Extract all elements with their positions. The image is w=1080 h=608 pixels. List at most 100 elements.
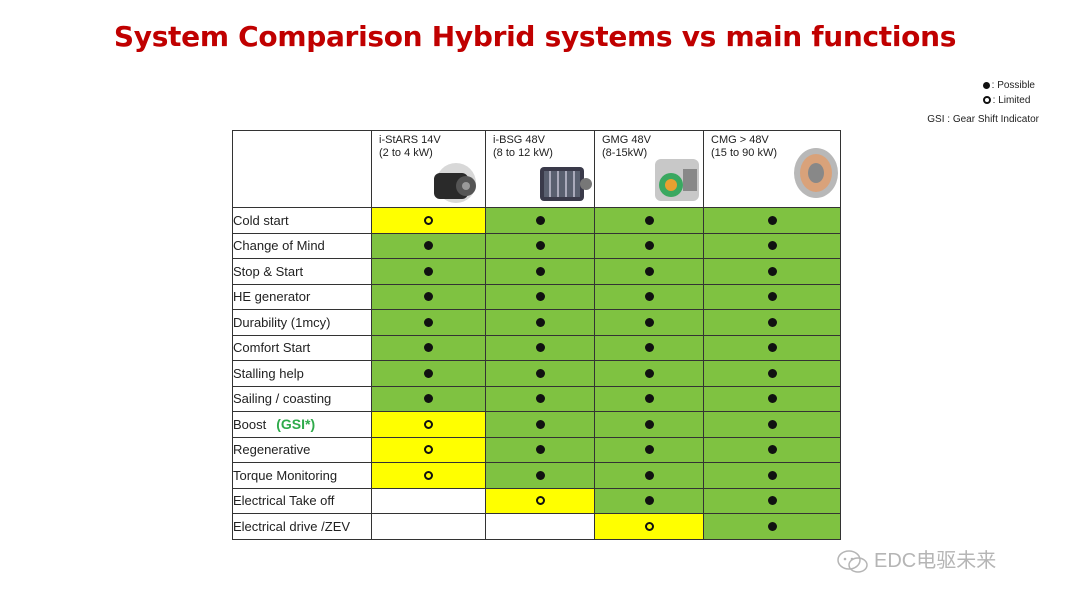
row-label: Regenerative bbox=[232, 436, 372, 463]
status-cell-possible bbox=[703, 207, 841, 234]
row-label-text: Stop & Start bbox=[233, 263, 304, 279]
status-cell-possible bbox=[371, 232, 486, 259]
table-row: Cold start bbox=[232, 207, 841, 234]
status-cell-possible bbox=[485, 283, 595, 310]
row-label: HE generator bbox=[232, 283, 372, 310]
row-label-text: Durability (1mcy) bbox=[233, 314, 331, 330]
column-name: CMG > 48V bbox=[711, 134, 769, 146]
status-cell-none bbox=[371, 487, 486, 514]
row-label: Sailing / coasting bbox=[232, 385, 372, 412]
filled-dot-icon bbox=[424, 343, 433, 353]
alternator-image-icon bbox=[434, 163, 476, 203]
status-cell-possible bbox=[594, 207, 704, 234]
status-cell-possible bbox=[703, 258, 841, 285]
column-range: (8-15kW) bbox=[602, 147, 648, 159]
status-cell-possible bbox=[703, 309, 841, 336]
table-row: Sailing / coasting bbox=[232, 385, 841, 412]
table-row: Comfort Start bbox=[232, 334, 841, 361]
filled-dot-icon bbox=[767, 445, 777, 455]
status-cell-limited bbox=[485, 487, 595, 514]
table-row: Boost (GSI*) bbox=[232, 411, 841, 438]
status-cell-possible bbox=[485, 462, 595, 489]
filled-dot-icon bbox=[644, 368, 654, 378]
table-row: Change of Mind bbox=[232, 232, 841, 259]
row-label-text: HE generator bbox=[233, 289, 311, 305]
status-cell-possible bbox=[485, 207, 595, 234]
filled-dot-icon bbox=[644, 394, 654, 404]
status-cell-possible bbox=[594, 385, 704, 412]
filled-dot-icon bbox=[644, 215, 654, 225]
filled-dot-icon bbox=[424, 266, 433, 276]
status-cell-possible bbox=[485, 411, 595, 438]
column-header-cmg: CMG > 48V (15 to 90 kW) bbox=[703, 130, 841, 208]
starter-generator-image-icon bbox=[540, 167, 592, 201]
filled-dot-icon bbox=[424, 317, 433, 327]
status-cell-possible bbox=[594, 360, 704, 387]
filled-dot-icon bbox=[644, 343, 654, 353]
status-cell-possible bbox=[371, 360, 486, 387]
gearbox-generator-image-icon bbox=[655, 159, 699, 201]
hollow-ring-icon bbox=[424, 470, 433, 480]
filled-dot-icon bbox=[767, 241, 777, 251]
filled-dot-icon bbox=[767, 292, 777, 302]
status-cell-possible bbox=[594, 309, 704, 336]
legend-possible-label: : Possible bbox=[991, 80, 1035, 91]
row-label-text: Change of Mind bbox=[233, 238, 325, 254]
row-label: Electrical drive /ZEV bbox=[232, 513, 372, 540]
hollow-ring-icon bbox=[644, 521, 654, 531]
table-row: Electrical Take off bbox=[232, 487, 841, 514]
filled-dot-icon bbox=[644, 266, 654, 276]
status-cell-possible bbox=[594, 487, 704, 514]
filled-dot-icon bbox=[982, 81, 990, 89]
filled-dot-icon bbox=[535, 241, 545, 251]
hollow-ring-icon bbox=[982, 96, 991, 105]
filled-dot-icon bbox=[767, 317, 777, 327]
slide-title: System Comparison Hybrid systems vs main… bbox=[113, 20, 957, 53]
hollow-ring-icon bbox=[424, 419, 433, 429]
status-cell-possible bbox=[703, 360, 841, 387]
table-row: Torque Monitoring bbox=[232, 462, 841, 489]
filled-dot-icon bbox=[424, 394, 433, 404]
filled-dot-icon bbox=[767, 394, 777, 404]
filled-dot-icon bbox=[767, 496, 777, 506]
filled-dot-icon bbox=[535, 445, 545, 455]
filled-dot-icon bbox=[424, 241, 433, 251]
column-range: (8 to 12 kW) bbox=[493, 147, 553, 159]
status-cell-none bbox=[371, 513, 486, 540]
filled-dot-icon bbox=[644, 496, 654, 506]
hollow-ring-icon bbox=[424, 215, 433, 225]
status-cell-possible bbox=[703, 513, 841, 540]
row-label-text: Torque Monitoring bbox=[233, 467, 338, 483]
table-row: Stalling help bbox=[232, 360, 841, 387]
row-label-text: Boost bbox=[233, 417, 267, 433]
status-cell-possible bbox=[485, 385, 595, 412]
status-cell-possible bbox=[703, 334, 841, 361]
header-row: i-StARS 14V (2 to 4 kW) i-BSG 48V (8 to 12… bbox=[232, 130, 841, 208]
status-cell-possible bbox=[485, 436, 595, 463]
status-cell-possible bbox=[371, 385, 486, 412]
filled-dot-icon bbox=[644, 317, 654, 327]
filled-dot-icon bbox=[644, 445, 654, 455]
table-row: Durability (1mcy) bbox=[232, 309, 841, 336]
chat-bubble-icon bbox=[837, 549, 868, 573]
motor-generator-image-icon bbox=[794, 148, 838, 198]
row-label: Boost (GSI*) bbox=[232, 411, 372, 438]
status-cell-limited bbox=[371, 411, 486, 438]
row-label-text: Electrical drive /ZEV bbox=[233, 518, 351, 534]
column-range: (15 to 90 kW) bbox=[711, 147, 778, 159]
status-cell-possible bbox=[703, 232, 841, 259]
status-cell-possible bbox=[703, 385, 841, 412]
table-row: Electrical drive /ZEV bbox=[232, 513, 841, 540]
status-cell-possible bbox=[371, 258, 486, 285]
status-cell-possible bbox=[594, 462, 704, 489]
filled-dot-icon bbox=[767, 521, 777, 531]
gsi-tag: (GSI*) bbox=[276, 416, 316, 433]
column-name: i-BSG 48V bbox=[493, 134, 545, 146]
row-label: Stop & Start bbox=[232, 258, 372, 285]
corner-cell bbox=[232, 130, 372, 208]
filled-dot-icon bbox=[644, 470, 654, 480]
filled-dot-icon bbox=[767, 215, 777, 225]
watermark-text: EDC电驱未来 bbox=[874, 550, 997, 572]
legend-limited-label: : Limited bbox=[992, 95, 1031, 106]
status-cell-possible bbox=[371, 334, 486, 361]
